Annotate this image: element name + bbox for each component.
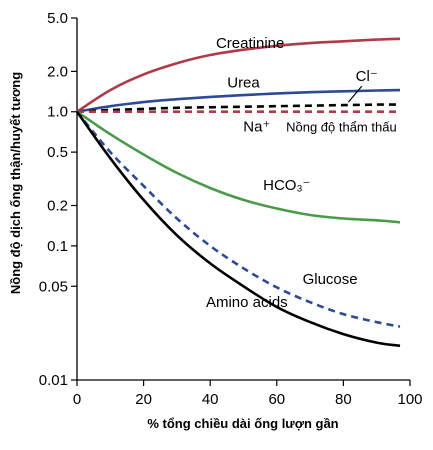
series-line-glucose — [75, 110, 401, 328]
series-label: Cl⁻ — [356, 68, 378, 85]
x-tick-label: 20 — [135, 391, 152, 408]
y-tick-label: 0.1 — [47, 238, 68, 255]
series-line-cl — [76, 103, 401, 113]
y-tick-label: 1.0 — [47, 104, 68, 121]
y-tick-label: 2.0 — [47, 63, 68, 80]
y-tick-label: 5.0 — [47, 10, 68, 27]
series-label: Amino acids — [206, 294, 288, 311]
x-tick-label: 40 — [202, 391, 219, 408]
x-axis-label: % tổng chiều dài ống lượn gần — [147, 416, 338, 431]
series-label: Nồng độ thẩm thấu — [286, 120, 397, 135]
x-tick-label: 80 — [335, 391, 352, 408]
series-label: Na⁺ — [243, 119, 270, 136]
annotations: Creatinine Urea Cl⁻ Na⁺ Nồng độ thẩm thấu HCO… — [206, 35, 397, 311]
y-tick-label: 0.01 — [39, 372, 68, 389]
series-line-amino-acids — [75, 110, 401, 348]
x-tick-label: 0 — [73, 391, 81, 408]
y-axis-label: Nồng độ dịch ống thận/huyết tương — [8, 72, 23, 294]
cl-leader-line — [347, 85, 363, 103]
y-tick-label: 0.05 — [39, 278, 68, 295]
series-lines — [75, 37, 401, 348]
series-label: HCO₃⁻ — [263, 177, 310, 194]
y-tick-label: 0.2 — [47, 197, 68, 214]
series-line-urea — [76, 88, 401, 113]
series-label: Urea — [227, 74, 260, 91]
series-line-hco — [76, 110, 401, 224]
series-label: Creatinine — [216, 35, 284, 52]
x-tick-label: 60 — [268, 391, 285, 408]
x-tick-label: 100 — [397, 391, 422, 408]
series-line-creatinine — [76, 37, 401, 113]
series-label: Glucose — [303, 271, 358, 288]
y-tick-label: 0.5 — [47, 144, 68, 161]
axes: 5.0 2.0 1.0 0.5 0.2 0.1 0.05 0.01 0 20 40 60 80 100 — [39, 10, 423, 408]
